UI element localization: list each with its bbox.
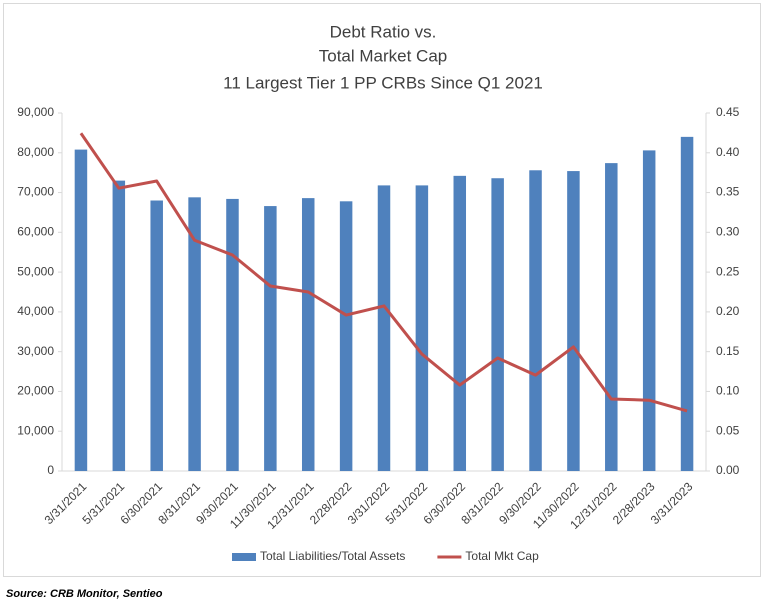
bar xyxy=(567,171,580,471)
y-tick-label: 30,000 xyxy=(17,344,54,358)
chart-title: 11 Largest Tier 1 PP CRBs Since Q1 2021 xyxy=(223,73,543,92)
y2-tick-label: 0.30 xyxy=(716,225,740,239)
y-tick-label: 70,000 xyxy=(17,185,54,199)
legend-label: Total Liabilities/Total Assets xyxy=(260,549,405,563)
y-tick-label: 40,000 xyxy=(17,304,54,318)
legend-swatch xyxy=(232,553,256,561)
y2-tick-label: 0.20 xyxy=(716,304,740,318)
bar xyxy=(491,178,504,472)
y2-tick-label: 0.10 xyxy=(716,384,740,398)
bar xyxy=(226,198,239,472)
bar xyxy=(377,185,391,471)
bar xyxy=(301,198,315,471)
bar xyxy=(264,206,277,471)
chart-title: Debt Ratio vs. xyxy=(330,22,437,41)
bar xyxy=(605,163,618,471)
bar xyxy=(529,170,542,471)
y2-tick-label: 0.35 xyxy=(716,185,740,199)
bar xyxy=(150,200,163,471)
bar xyxy=(339,201,353,471)
y-tick-label: 10,000 xyxy=(17,423,54,437)
bar xyxy=(642,150,656,471)
source-note: Source: CRB Monitor, Sentieo xyxy=(6,588,163,600)
line xyxy=(79,132,688,413)
y-tick-label: 80,000 xyxy=(17,145,54,159)
bar xyxy=(112,180,126,471)
bar xyxy=(415,185,429,471)
y2-tick-label: 0.00 xyxy=(716,463,740,477)
y2-tick-label: 0.40 xyxy=(716,145,740,159)
chart-title: Total Market Cap xyxy=(319,46,448,65)
y-tick-label: 20,000 xyxy=(17,384,54,398)
y-tick-label: 50,000 xyxy=(17,264,54,278)
legend-label: Total Mkt Cap xyxy=(465,549,539,563)
y2-tick-label: 0.45 xyxy=(716,105,740,119)
bar xyxy=(453,175,467,472)
bar xyxy=(188,197,201,471)
y2-tick-label: 0.15 xyxy=(716,344,740,358)
y-tick-label: 0 xyxy=(47,463,54,477)
y2-tick-label: 0.05 xyxy=(716,423,740,437)
bar xyxy=(680,136,694,471)
y-tick-label: 90,000 xyxy=(17,105,54,119)
y2-tick-label: 0.25 xyxy=(716,264,740,278)
bar xyxy=(74,149,88,471)
y-tick-label: 60,000 xyxy=(17,225,54,239)
